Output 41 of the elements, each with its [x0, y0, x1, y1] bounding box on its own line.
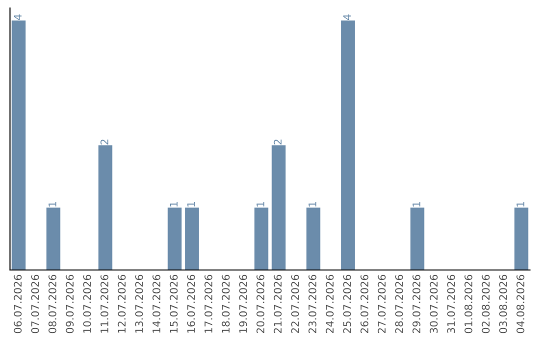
data-label: 1 — [516, 202, 524, 206]
x-tick-label: 12.07.2026 — [118, 274, 126, 333]
data-label: 1 — [187, 202, 195, 206]
x-tick-label: 08.07.2026 — [48, 274, 56, 334]
x-tick-label: 30.07.2026 — [430, 274, 438, 334]
x-tick-label: 22.07.2026 — [291, 274, 300, 334]
x-tick-label: 02.08.2026 — [482, 274, 490, 334]
x-tick-label: 27.07.2026 — [378, 274, 386, 334]
data-label: 1 — [170, 202, 178, 206]
x-tick-label: 04.08.2026 — [516, 274, 524, 334]
data-label: 1 — [308, 202, 316, 206]
data-label: 2 — [100, 140, 108, 144]
x-tick-label: 18.07.2026 — [222, 274, 230, 333]
x-tick-label: 16.07.2026 — [187, 274, 196, 333]
x-tick-label: 24.07.2026 — [326, 274, 334, 334]
x-tick-label: 11.07.2026 — [100, 274, 108, 333]
x-tick-label: 17.07.2026 — [204, 274, 212, 333]
data-label: 4 — [343, 14, 351, 20]
x-tick-label: 09.07.2026 — [66, 274, 74, 334]
x-tick-label: 26.07.2026 — [360, 274, 368, 334]
x-tick-label: 15.07.2026 — [170, 274, 178, 333]
x-tick-label: 01.08.2026 — [464, 274, 472, 334]
data-label: 1 — [256, 202, 264, 206]
x-tick-label: 20.07.2026 — [256, 274, 264, 334]
x-tick-label: 28.07.2026 — [395, 274, 404, 334]
data-label: 1 — [412, 202, 420, 206]
x-tick-label: 25.07.2026 — [343, 274, 352, 334]
x-tick-label: 06.07.2026 — [14, 274, 22, 334]
x-tick-label: 19.07.2026 — [239, 274, 248, 333]
data-label: 1 — [48, 202, 56, 206]
x-tick-label: 07.07.2026 — [31, 274, 40, 334]
x-tick-label: 31.07.2026 — [447, 274, 456, 334]
x-tick-label: 03.08.2026 — [499, 274, 508, 334]
x-tick-label: 29.07.2026 — [412, 274, 420, 334]
x-tick-label: 23.07.2026 — [308, 274, 316, 334]
x-tick-label: 10.07.2026 — [83, 274, 92, 333]
data-label: 2 — [274, 140, 282, 144]
x-tick-label: 14.07.2026 — [152, 274, 160, 333]
data-label: 4 — [14, 14, 22, 20]
x-tick-label: 21.07.2026 — [274, 274, 282, 334]
x-tick-label: 13.07.2026 — [135, 274, 144, 333]
